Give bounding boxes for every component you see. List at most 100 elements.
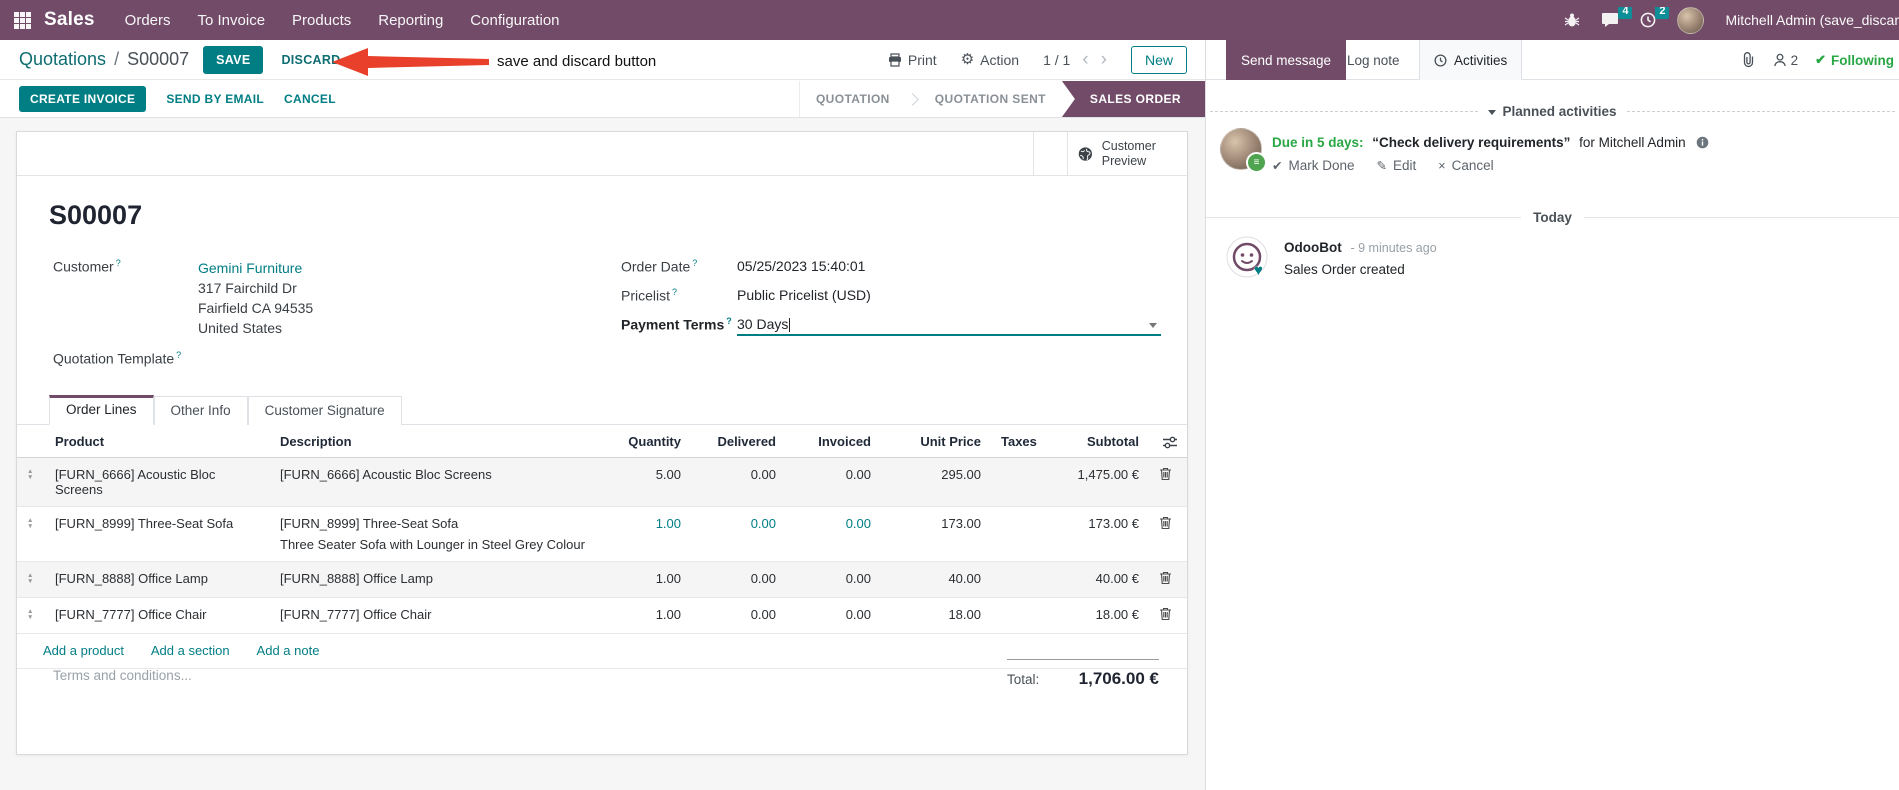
mark-done-button[interactable]: ✔ Mark Done (1272, 158, 1355, 173)
following-button[interactable]: ✔ Following (1815, 52, 1894, 68)
cell-invoiced[interactable]: 0.00 (786, 457, 881, 507)
cell-unit-price[interactable]: 40.00 (881, 561, 991, 598)
attachments-paperclip-icon[interactable] (1741, 52, 1756, 68)
cell-quantity[interactable]: 5.00 (606, 457, 691, 507)
pager-previous-icon[interactable]: ‹ (1082, 49, 1089, 70)
cell-quantity[interactable]: 1.00 (606, 561, 691, 598)
order-date-help-icon[interactable]: ? (692, 258, 698, 268)
pricelist-help-icon[interactable]: ? (672, 287, 678, 297)
column-delivered[interactable]: Delivered (691, 425, 786, 458)
nav-item-orders[interactable]: Orders (124, 11, 171, 29)
status-step-sales-order[interactable]: SALES ORDER (1061, 81, 1205, 117)
column-unit-price[interactable]: Unit Price (881, 425, 991, 458)
delete-line-icon[interactable] (1159, 467, 1172, 481)
payment-terms-field[interactable]: 30 Days (737, 316, 1161, 336)
debug-bug-icon[interactable] (1564, 12, 1580, 28)
cell-description[interactable]: [FURN_7777] Office Chair (270, 597, 606, 634)
create-invoice-button[interactable]: CREATE INVOICE (19, 86, 147, 112)
print-button[interactable]: Print (888, 52, 937, 68)
optional-columns-icon[interactable] (1163, 436, 1177, 449)
status-step-quotation[interactable]: QUOTATION (815, 92, 890, 106)
cancel-button[interactable]: CANCEL (284, 92, 336, 106)
column-subtotal[interactable]: Subtotal (1051, 425, 1149, 458)
order-line-row[interactable]: [FURN_7777] Office Chair [FURN_7777] Off… (17, 597, 1187, 634)
apps-grid-icon[interactable] (14, 11, 31, 29)
cell-product[interactable]: [FURN_7777] Office Chair (45, 597, 270, 634)
column-invoiced[interactable]: Invoiced (786, 425, 881, 458)
cell-delivered[interactable]: 0.00 (691, 506, 786, 562)
delete-line-icon[interactable] (1159, 607, 1172, 621)
send-message-button[interactable]: Send message (1226, 40, 1347, 80)
drag-handle-icon[interactable] (27, 469, 33, 481)
app-name[interactable]: Sales (44, 9, 95, 30)
drag-handle-icon[interactable] (27, 518, 33, 530)
user-menu[interactable]: Mitchell Admin (save_discar (1725, 12, 1899, 28)
delete-line-icon[interactable] (1159, 571, 1172, 585)
nav-item-products[interactable]: Products (292, 11, 352, 29)
save-button[interactable]: SAVE (203, 45, 264, 74)
cell-taxes[interactable] (991, 457, 1051, 507)
delete-line-icon[interactable] (1159, 516, 1172, 530)
tab-customer-signature[interactable]: Customer Signature (247, 396, 402, 425)
add-a-product-link[interactable]: Add a product (43, 643, 124, 658)
column-quantity[interactable]: Quantity (606, 425, 691, 458)
quotation-template-help-icon[interactable]: ? (176, 350, 182, 360)
drag-handle-icon[interactable] (27, 573, 33, 585)
customer-help-icon[interactable]: ? (115, 258, 121, 268)
cell-product[interactable]: [FURN_8888] Office Lamp (45, 561, 270, 598)
cell-delivered[interactable]: 0.00 (691, 457, 786, 507)
message-author[interactable]: OdooBot (1284, 240, 1342, 255)
cell-invoiced[interactable]: 0.00 (786, 597, 881, 634)
nav-item-reporting[interactable]: Reporting (378, 11, 444, 29)
tab-other-info[interactable]: Other Info (153, 396, 248, 425)
order-line-row[interactable]: [FURN_6666] Acoustic Bloc Screens [FURN_… (17, 457, 1187, 507)
send-by-email-button[interactable]: SEND BY EMAIL (166, 92, 265, 106)
new-button[interactable]: New (1130, 46, 1187, 74)
dropdown-caret-icon[interactable] (1149, 323, 1157, 328)
terms-and-conditions-field[interactable]: Terms and conditions... (53, 668, 192, 683)
cancel-activity-button[interactable]: × Cancel (1438, 158, 1494, 173)
cell-quantity[interactable]: 1.00 (606, 597, 691, 634)
cell-invoiced[interactable]: 0.00 (786, 561, 881, 598)
column-product[interactable]: Product (45, 425, 270, 458)
cell-description[interactable]: [FURN_8999] Three-Seat Sofa Three Seater … (270, 506, 606, 562)
customer-link[interactable]: Gemini Furniture (198, 260, 303, 276)
cell-unit-price[interactable]: 295.00 (881, 457, 991, 507)
cell-unit-price[interactable]: 173.00 (881, 506, 991, 562)
cell-taxes[interactable] (991, 561, 1051, 598)
action-menu-button[interactable]: ⚙ Action (961, 52, 1019, 68)
cell-taxes[interactable] (991, 506, 1051, 562)
odoobot-avatar[interactable] (1226, 236, 1268, 278)
drag-handle-icon[interactable] (27, 609, 33, 621)
order-line-row[interactable]: [FURN_8999] Three-Seat Sofa [FURN_8999] … (17, 506, 1187, 562)
cell-taxes[interactable] (991, 597, 1051, 634)
log-note-button[interactable]: Log note (1347, 40, 1400, 80)
order-line-row[interactable]: [FURN_8888] Office Lamp [FURN_8888] Offi… (17, 561, 1187, 598)
edit-activity-button[interactable]: ✎ Edit (1376, 158, 1417, 173)
add-a-note-link[interactable]: Add a note (256, 643, 320, 658)
discard-button[interactable]: DISCARD (281, 52, 341, 67)
cell-delivered[interactable]: 0.00 (691, 561, 786, 598)
activities-clock-icon[interactable]: 2 (1640, 6, 1670, 28)
cell-invoiced[interactable]: 0.00 (786, 506, 881, 562)
nav-item-to-invoice[interactable]: To Invoice (197, 11, 266, 29)
cell-description[interactable]: [FURN_6666] Acoustic Bloc Screens (270, 457, 606, 507)
column-taxes[interactable]: Taxes (991, 425, 1051, 458)
pricelist-field[interactable]: Public Pricelist (USD) (737, 287, 871, 303)
pager-next-icon[interactable]: › (1100, 49, 1107, 70)
info-icon[interactable] (1696, 136, 1709, 149)
column-description[interactable]: Description (270, 425, 606, 458)
tab-order-lines[interactable]: Order Lines (49, 395, 154, 425)
cell-product[interactable]: [FURN_6666] Acoustic Bloc Screens (45, 457, 270, 507)
cell-product[interactable]: [FURN_8999] Three-Seat Sofa (45, 506, 270, 562)
cell-quantity[interactable]: 1.00 (606, 506, 691, 562)
status-step-quotation-sent[interactable]: QUOTATION SENT (934, 92, 1046, 106)
cell-delivered[interactable]: 0.00 (691, 597, 786, 634)
nav-item-configuration[interactable]: Configuration (470, 11, 560, 29)
activities-button[interactable]: Activities (1419, 40, 1523, 80)
planned-activities-header[interactable]: Planned activities (1206, 104, 1899, 119)
followers-button[interactable]: 2 (1773, 53, 1798, 68)
breadcrumb-quotations[interactable]: Quotations (19, 49, 107, 69)
add-a-section-link[interactable]: Add a section (150, 643, 230, 658)
order-date-field[interactable]: 05/25/2023 15:40:01 (737, 258, 866, 274)
